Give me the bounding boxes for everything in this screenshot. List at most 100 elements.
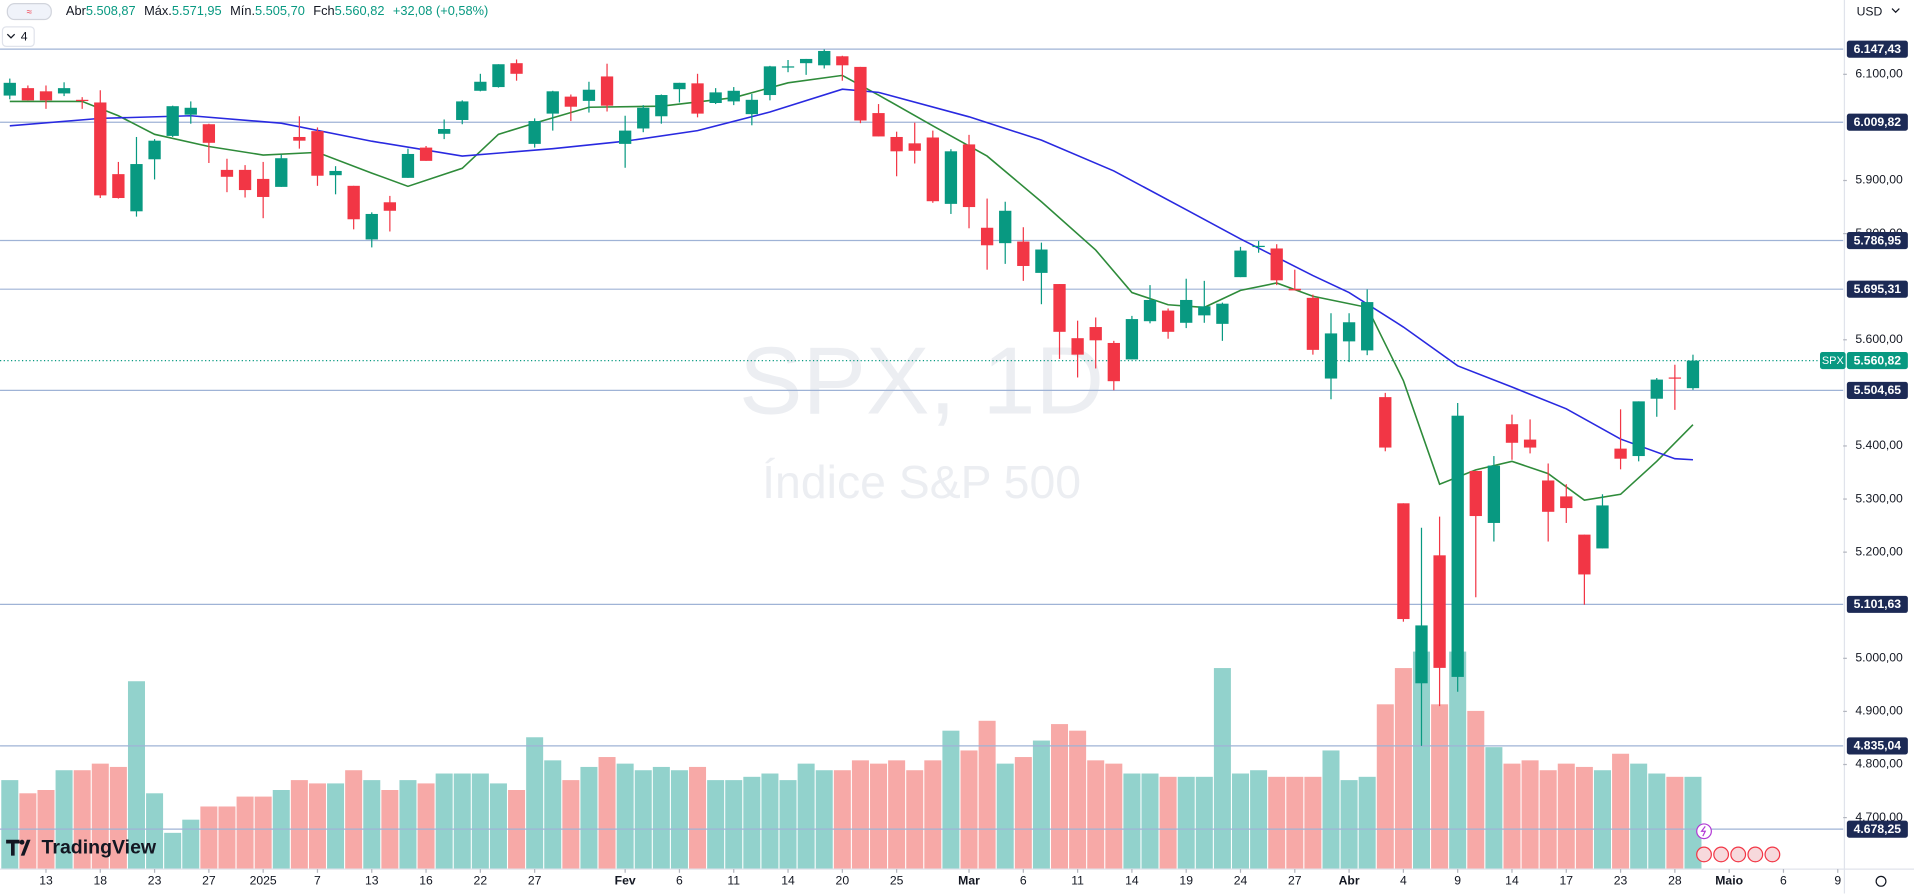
candle-body: [1415, 625, 1428, 684]
last-price-box: [1846, 352, 1908, 370]
candle-body: [492, 64, 505, 88]
candle-body: [365, 213, 378, 240]
candle-body: [166, 106, 179, 136]
candle-body: [1252, 245, 1265, 248]
event-icon[interactable]: [1764, 846, 1781, 863]
volume-bar: [1105, 763, 1123, 870]
candle-body: [419, 147, 433, 161]
volume-bar: [109, 766, 127, 870]
logo: TradingView: [6, 837, 157, 859]
symbol-toggle[interactable]: [6, 3, 52, 21]
volume-bar: [1394, 668, 1412, 870]
candle-body: [818, 50, 831, 66]
volume-bar: [1557, 763, 1575, 870]
candle-body: [600, 76, 614, 106]
y-tick-label: 6.100,00: [1855, 67, 1903, 81]
volume-bar: [73, 770, 91, 870]
x-tick-label: 16: [419, 874, 433, 888]
indicators-toggle[interactable]: [1, 26, 35, 47]
candle-body: [1035, 249, 1048, 273]
x-tick-label: 27: [528, 874, 542, 888]
candle-body: [1161, 310, 1175, 332]
candle-body: [836, 56, 849, 66]
volume-bar: [906, 770, 924, 870]
volume-bar: [127, 681, 145, 870]
volume-bar: [924, 760, 942, 870]
volume-bar: [1467, 710, 1485, 870]
volume-bar: [345, 770, 363, 870]
candle-body: [456, 101, 469, 120]
volume-bar: [236, 796, 254, 870]
y-tick-label: 4.700,00: [1855, 810, 1903, 824]
candle-body: [329, 170, 342, 176]
event-icon[interactable]: [1713, 846, 1730, 863]
volume-bar: [1521, 760, 1539, 870]
watermark-subtitle: Índice S&P 500: [762, 456, 1081, 508]
chevron-icon: [6, 33, 16, 39]
volume-bar: [489, 783, 507, 870]
candle-body: [1107, 342, 1120, 382]
candle-body: [1017, 241, 1030, 266]
candle-body: [1180, 299, 1193, 323]
candle-body: [745, 99, 758, 115]
candle-body: [1397, 503, 1410, 620]
event-icon[interactable]: [1696, 846, 1712, 863]
volume-bar: [580, 766, 598, 870]
currency[interactable]: USD: [1857, 4, 1883, 18]
candle-body: [564, 96, 578, 107]
candle-body: [39, 91, 53, 101]
volume-bar: [254, 796, 272, 870]
candle-body: [1686, 360, 1700, 389]
level-label-box: [1846, 40, 1908, 58]
settings-icon[interactable]: [1875, 875, 1887, 887]
axes-layer: 4.700,00 4.800,00 4.900,00 5.000,00 5.200,00…: [39, 40, 1908, 888]
volume-bar: [363, 780, 381, 870]
volume-bar: [725, 780, 743, 870]
candle-body: [293, 136, 306, 141]
candle-body: [655, 95, 668, 117]
candle-body: [1379, 397, 1392, 448]
event-icon-glyph: [1700, 826, 1707, 837]
volume-bar: [562, 780, 580, 870]
candle-body: [57, 88, 71, 94]
volume-layer: [1, 651, 1702, 870]
x-tick-label: 27: [202, 874, 216, 888]
candle-body: [1433, 555, 1446, 668]
candle-body: [872, 113, 885, 137]
volume-bar: [526, 737, 544, 870]
volume-bar: [1231, 773, 1250, 870]
volume-bar: [797, 763, 815, 870]
level-label-box: [1846, 113, 1908, 131]
candles-layer: [3, 49, 1700, 746]
x-tick-label: 13: [365, 874, 379, 888]
candle-body: [1560, 496, 1573, 509]
y-tick-label: 5.400,00: [1855, 438, 1903, 452]
candle-body: [999, 210, 1012, 244]
volume-bar: [851, 760, 869, 870]
volume-bar: [761, 773, 779, 870]
volume-bar: [616, 763, 634, 870]
volume-bar: [1593, 770, 1611, 870]
volume-bar: [399, 780, 417, 870]
candle-body: [275, 158, 288, 187]
candle-body: [1216, 303, 1229, 324]
candle-body: [148, 140, 161, 160]
event-icon[interactable]: [1730, 846, 1747, 863]
volume-bar: [1051, 724, 1069, 870]
volume-bar: [1014, 757, 1032, 870]
volume-bar: [652, 766, 670, 870]
level-label-box: [1846, 595, 1908, 613]
event-icon[interactable]: [1747, 846, 1764, 863]
y-tick-label: 4.800,00: [1855, 757, 1903, 771]
x-tick-label: 20: [836, 874, 850, 888]
level-label: 5.504,65: [1854, 383, 1902, 397]
level-label: 5.101,63: [1854, 597, 1902, 611]
candle-body: [3, 82, 16, 96]
volume-bar: [707, 780, 725, 870]
volume-bar: [888, 760, 906, 870]
candle-body: [709, 92, 722, 103]
level-label: 5.786,95: [1854, 233, 1902, 247]
volume-bar: [634, 770, 652, 870]
candle-body: [691, 83, 704, 114]
candle-body: [980, 227, 994, 246]
